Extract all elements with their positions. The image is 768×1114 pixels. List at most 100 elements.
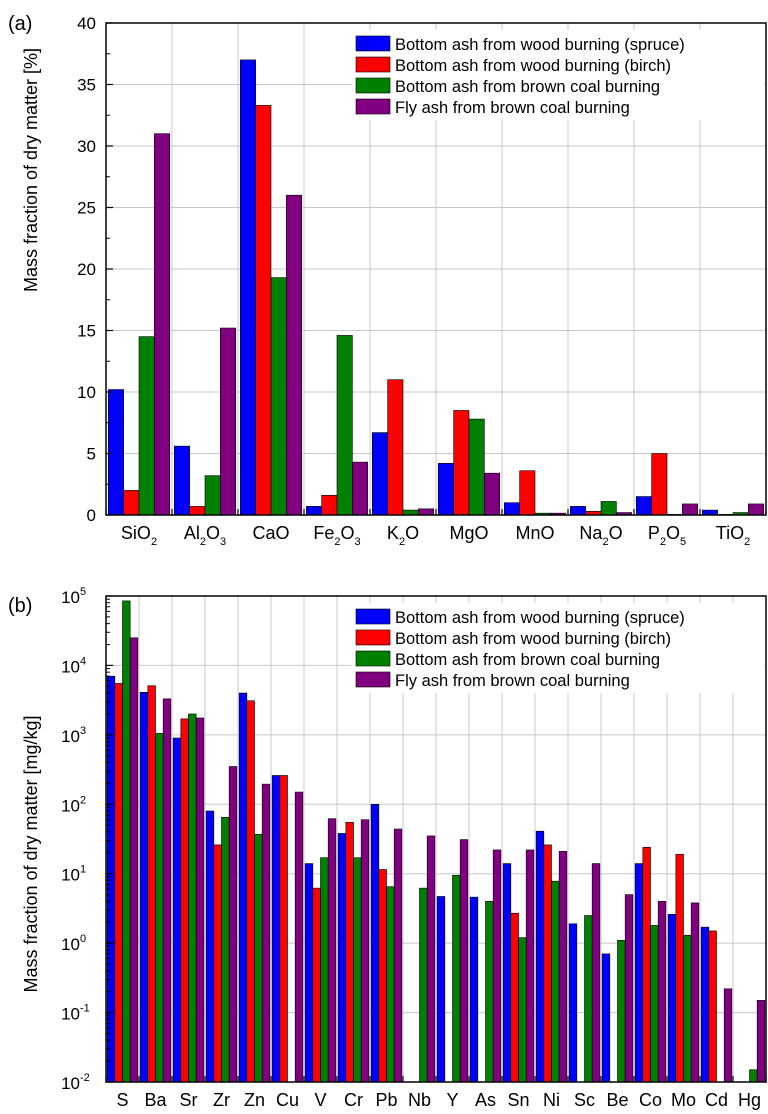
y-tick-label: 10 (61, 657, 80, 676)
bar-a-s3-c3 (352, 461, 368, 516)
bar-a-s3-c0 (154, 133, 170, 516)
panel-b-axes (105, 595, 767, 1083)
legend-entry-3: Fly ash from brown coal burning (395, 99, 630, 117)
x-tick-label: Mo (671, 1090, 696, 1110)
bar-a-s2-c5 (468, 418, 485, 516)
x-tick-label: Be (606, 1090, 628, 1110)
y-tick-label: 35 (77, 76, 96, 95)
panel-b-x-tick-labels: S Ba Sr Zr Zn Cu V Cr Pb Nb Y As Sn Ni Sc Be Co Mo Cd Hg (116, 1090, 761, 1110)
panel-a: (a) SiO2 Al2O3 CaO Fe2O3 K2O MgO MnO Na2O P2O5 Ti… (8, 13, 767, 548)
y-tick-label: 10 (61, 935, 80, 954)
y-tick-exponent: 3 (80, 725, 86, 737)
bar-a-s3-c9 (748, 503, 764, 516)
bar-b-s1-c5 (279, 775, 288, 1083)
panel-b: (b) S Ba Sr Zr Zn Cu V Cr Pb Nb Y As Sn Ni Sc Be Co Mo Cd H… (8, 586, 767, 1110)
bar-b-s0-c13 (535, 830, 545, 1083)
bar-b-s0-c17 (667, 914, 677, 1083)
bar-b-s1-c16 (642, 847, 651, 1083)
bar-b-s2-c7 (353, 857, 362, 1083)
bar-b-s0-c12 (502, 863, 512, 1083)
bar-b-s2-c2 (188, 713, 197, 1083)
bar-b-s1-c8 (378, 869, 387, 1083)
bar-a-s0-c1 (174, 445, 190, 516)
bar-b-s1-c18 (708, 930, 717, 1083)
x-tick-label: Sn (507, 1090, 529, 1110)
x-tick-label: Cd (705, 1090, 728, 1110)
bar-b-s0-c11 (469, 896, 479, 1083)
legend-swatch-2 (355, 77, 391, 94)
bar-a-s1-c8 (651, 453, 668, 516)
bar-b-s3-c2 (195, 717, 205, 1083)
bar-a-s2-c7 (600, 501, 617, 516)
bar-b-s0-c10 (436, 896, 446, 1083)
bar-b-s2-c19 (749, 1069, 758, 1083)
bar-b-s3-c6 (327, 818, 337, 1083)
x-tick-label: P2O5 (648, 523, 686, 548)
bar-b-s3-c12 (525, 849, 535, 1083)
bar-b-s2-c3 (221, 816, 230, 1083)
bar-b-s2-c14 (584, 915, 593, 1083)
x-tick-label: V (314, 1090, 326, 1110)
bar-a-s0-c4 (372, 432, 388, 516)
bar-b-s1-c1 (147, 685, 156, 1083)
bar-b-s2-c4 (254, 833, 263, 1083)
y-tick-label: 20 (77, 260, 96, 279)
y-tick-label: 5 (87, 445, 96, 464)
bar-a-s3-c8 (682, 503, 698, 516)
legend-entry-1: Bottom ash from wood burning (birch) (395, 630, 671, 648)
bar-b-s2-c11 (485, 901, 494, 1083)
y-tick-label: 10 (61, 796, 80, 815)
x-tick-label: Co (639, 1090, 662, 1110)
y-tick-label: 15 (77, 322, 96, 341)
panel-b-y-axis-label: Mass fraction of dry matter [mg/kg] (21, 715, 41, 992)
x-tick-label: MnO (515, 523, 554, 543)
bar-b-s2-c13 (551, 880, 560, 1083)
x-tick-label: Zn (244, 1090, 265, 1110)
bar-b-s3-c5 (294, 791, 304, 1083)
bar-b-s1-c6 (312, 887, 321, 1083)
bar-a-s3-c2 (286, 194, 302, 516)
x-tick-label: As (475, 1090, 496, 1110)
bar-a-s3-c5 (484, 472, 500, 516)
y-tick-exponent: 4 (80, 655, 86, 667)
bar-b-s3-c8 (393, 828, 403, 1083)
x-tick-label: Fe2O3 (313, 523, 360, 548)
bar-a-s2-c0 (138, 336, 155, 516)
panel-a-y-axis-label: Mass fraction of dry matter [%] (21, 48, 41, 292)
y-tick-label: 10 (61, 727, 80, 746)
bar-b-s1-c0 (114, 683, 123, 1083)
bar-b-s3-c10 (459, 839, 469, 1083)
legend-swatch-2 (355, 650, 391, 667)
bar-b-s2-c0 (122, 600, 131, 1083)
bar-a-s1-c4 (387, 379, 404, 516)
bar-b-s0-c18 (700, 926, 710, 1083)
bar-b-s3-c7 (360, 819, 370, 1083)
legend-entry-2: Bottom ash from brown coal burning (395, 78, 660, 96)
bar-a-s0-c6 (504, 502, 520, 516)
bar-b-s1-c17 (675, 854, 684, 1083)
bar-a-s0-c3 (306, 506, 322, 516)
y-tick-label: 10 (77, 383, 96, 402)
x-tick-label: Cr (344, 1090, 363, 1110)
bar-b-s1-c3 (213, 844, 222, 1083)
x-tick-label: Nb (408, 1090, 431, 1110)
bar-a-s3-c4 (418, 508, 434, 516)
y-tick-exponent: 2 (80, 794, 86, 806)
bar-b-s3-c15 (624, 894, 634, 1083)
x-tick-label: TiO2 (716, 523, 750, 548)
x-tick-label: Na2O (579, 523, 622, 548)
bar-b-s1-c2 (180, 718, 189, 1083)
bar-b-s2-c1 (155, 733, 164, 1083)
x-tick-label: Pb (375, 1090, 397, 1110)
legend-swatch-0 (355, 608, 391, 625)
x-tick-label: Ni (543, 1090, 560, 1110)
bar-b-s0-c0 (106, 675, 116, 1083)
bar-a-s3-c1 (220, 327, 236, 516)
bar-b-s0-c6 (304, 863, 314, 1083)
bar-b-s3-c18 (723, 988, 733, 1083)
bar-a-s2-c3 (336, 335, 353, 516)
bar-b-s1-c12 (510, 912, 519, 1083)
legend-swatch-1 (355, 56, 391, 73)
bar-a-s2-c1 (204, 475, 221, 516)
